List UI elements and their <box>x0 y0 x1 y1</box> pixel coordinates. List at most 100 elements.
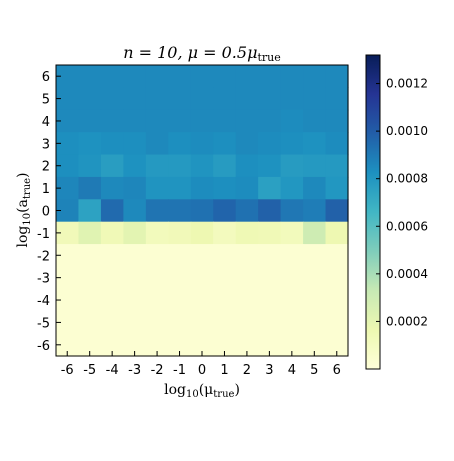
heatmap-cell <box>168 109 192 133</box>
heatmap-cell <box>325 244 349 268</box>
heatmap-cell <box>145 266 169 290</box>
heatmap-cell <box>213 333 237 357</box>
heatmap-cell <box>213 244 237 268</box>
heatmap-cell <box>168 154 192 178</box>
heatmap-cell <box>168 221 192 245</box>
heatmap-cell <box>56 333 80 357</box>
heatmap-cell <box>325 65 349 88</box>
heatmap-cell <box>190 109 214 133</box>
heatmap-cell <box>100 333 124 357</box>
x-axis-label-log: log <box>164 382 186 398</box>
heatmap-cell <box>303 132 327 156</box>
heatmap-cell <box>100 154 124 178</box>
heatmap-cell <box>213 65 237 88</box>
heatmap-cell <box>168 87 192 111</box>
colorbar-tick-label: 0.0012 <box>386 77 428 91</box>
y-tick-label: 1 <box>42 182 50 197</box>
heatmap-cell <box>123 288 147 312</box>
heatmap-cell <box>213 176 237 200</box>
heatmap-cell <box>258 154 282 178</box>
heatmap-cell <box>258 244 282 268</box>
heatmap-cell <box>78 333 102 357</box>
heatmap-cell <box>235 87 259 111</box>
x-tick-label: -6 <box>61 363 74 378</box>
heatmap-cell <box>190 221 214 245</box>
x-tick-label: 3 <box>265 363 273 378</box>
y-tick-label: -1 <box>37 227 50 242</box>
heatmap-cell <box>280 199 304 223</box>
x-axis-label-subscript: true <box>213 389 234 400</box>
y-axis-label-open: (a <box>15 199 31 213</box>
heatmap-cell <box>325 288 349 312</box>
y-tick-label: -6 <box>37 339 50 354</box>
heatmap-cell <box>303 311 327 335</box>
x-axis-label: log10(μtrue) <box>164 382 240 400</box>
heatmap-cell <box>145 333 169 357</box>
heatmap-cell <box>78 65 102 88</box>
chart-title: n = 10, μ = 0.5μtrue <box>123 43 281 64</box>
heatmap-cell <box>235 176 259 200</box>
heatmap-cell <box>100 87 124 111</box>
heatmap-cell <box>78 87 102 111</box>
heatmap-cell <box>78 154 102 178</box>
x-tick-label: 6 <box>333 363 341 378</box>
heatmap-cell <box>325 266 349 290</box>
heatmap-cell <box>190 199 214 223</box>
heatmap-cell <box>145 221 169 245</box>
heatmap-cell <box>56 266 80 290</box>
heatmap-cell <box>123 266 147 290</box>
heatmap-cell <box>258 132 282 156</box>
heatmap-cell <box>123 176 147 200</box>
heatmap-cell <box>235 65 259 88</box>
heatmap-cell <box>258 109 282 133</box>
heatmap-cell <box>235 221 259 245</box>
heatmap-cell <box>100 311 124 335</box>
heatmap-cell <box>145 87 169 111</box>
heatmap-cell <box>78 311 102 335</box>
heatmap-cell <box>258 311 282 335</box>
heatmap-cell <box>56 176 80 200</box>
heatmap-cell <box>258 266 282 290</box>
y-tick-label: -2 <box>37 249 50 264</box>
heatmap-cell <box>213 87 237 111</box>
heatmap-cell <box>303 244 327 268</box>
heatmap-cell <box>190 132 214 156</box>
heatmap-cell <box>145 65 169 88</box>
heatmap-cell <box>190 176 214 200</box>
heatmap-cell <box>100 109 124 133</box>
heatmap-cell <box>123 221 147 245</box>
x-tick-label: 5 <box>310 363 318 378</box>
heatmap-cell <box>190 154 214 178</box>
y-tick-label: 0 <box>42 205 50 220</box>
heatmap-cell <box>325 109 349 133</box>
x-axis-label-open: (μ <box>199 382 214 398</box>
heatmap-cell <box>258 176 282 200</box>
heatmap-cell <box>123 65 147 88</box>
heatmap-cell <box>168 199 192 223</box>
x-tick-label: 2 <box>243 363 251 378</box>
heatmap-cell <box>325 199 349 223</box>
heatmap-cell <box>145 132 169 156</box>
heatmap-cell <box>303 266 327 290</box>
heatmap-cell <box>325 221 349 245</box>
heatmap-cell <box>280 288 304 312</box>
y-tick-label: 6 <box>42 70 50 85</box>
heatmap-cell <box>235 154 259 178</box>
heatmap-cell <box>56 288 80 312</box>
colorbar-tick-label: 0.0002 <box>386 314 428 328</box>
heatmap-cell <box>190 65 214 88</box>
y-axis-label-subscript: true <box>22 178 33 199</box>
heatmap-cell <box>100 65 124 88</box>
heatmap-cell <box>235 109 259 133</box>
heatmap-cell <box>190 266 214 290</box>
heatmap-cell <box>123 109 147 133</box>
heatmap-cell <box>123 132 147 156</box>
heatmap-cell <box>280 221 304 245</box>
y-tick-label: 4 <box>42 115 50 130</box>
colorbar-ticks: 0.0012 0.0010 0.0008 0.0006 0.0004 0.0002 <box>376 77 428 328</box>
heatmap-cell <box>56 132 80 156</box>
heatmap-cell <box>56 109 80 133</box>
y-tick-label: -3 <box>37 272 50 287</box>
colorbar-tick-label: 0.0008 <box>386 172 428 186</box>
